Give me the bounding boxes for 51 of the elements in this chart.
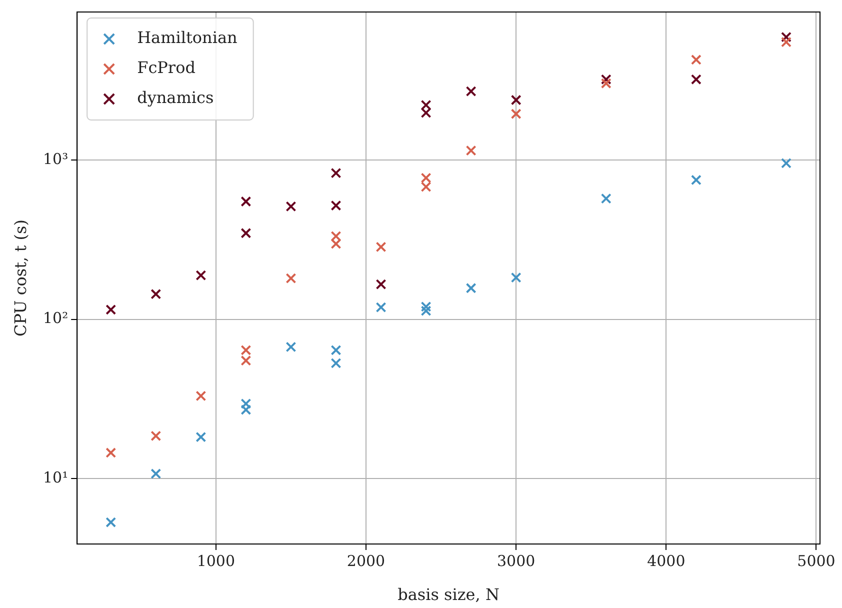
point [106,447,116,458]
point [690,54,702,65]
y-tick-label: 10¹ [42,468,68,486]
x-tick-label: 4000 [647,552,686,570]
point [330,358,342,368]
x-tick-label: 1000 [196,552,236,570]
point [780,32,792,42]
point [780,158,792,168]
point [150,430,162,442]
point [106,517,116,528]
point [196,270,206,281]
point [240,196,252,207]
point [376,242,386,252]
x-tick-label: 3000 [496,552,536,570]
point [330,344,342,356]
point [690,74,702,85]
point [376,302,386,313]
point [376,279,386,290]
point [330,168,342,178]
point [600,193,612,204]
x-tick-label: 5000 [797,552,836,570]
point [466,86,476,97]
point [510,272,522,283]
point [286,342,296,352]
legend-label: Hamiltonian [137,28,238,48]
point [106,304,116,315]
point [510,94,522,106]
point [150,468,162,479]
point [286,273,296,284]
point [196,432,206,442]
point [150,288,162,300]
point [420,306,432,316]
point [600,78,612,89]
y-tick-label: 10² [42,309,68,328]
point [690,174,702,186]
point [286,201,296,212]
point [466,282,476,294]
legend-label: FcProd [137,58,196,78]
legend-label: dynamics [137,88,214,108]
point [510,108,522,120]
point [240,228,252,238]
y-axis-title: CPU cost, t (s) [11,220,30,336]
point [196,390,206,402]
x-axis-title: basis size, N [398,585,500,604]
point [466,145,476,156]
point [600,74,612,85]
point [330,200,342,211]
point [420,301,432,312]
x-tick-label: 2000 [346,552,386,570]
point [780,36,792,48]
y-tick-label: 10³ [42,150,68,168]
